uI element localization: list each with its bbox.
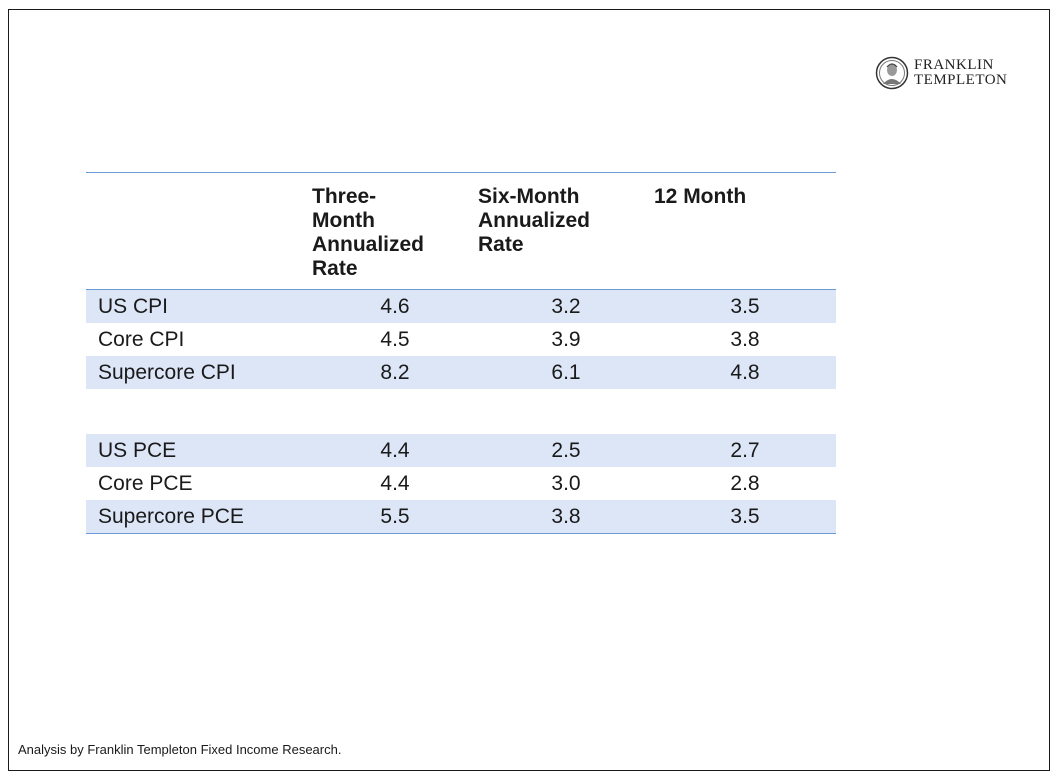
cell-three-month: 5.5: [312, 500, 478, 534]
table-row: US CPI 4.6 3.2 3.5: [86, 289, 836, 323]
table-header-row: Three- Month Annualized Rate Six-Month Annua…: [86, 172, 836, 290]
cell-six-month: 3.9: [551, 327, 581, 351]
header-twelve-month: 12 Month: [654, 172, 836, 290]
franklin-portrait-seal-icon: [875, 56, 909, 90]
row-label: Supercore CPI: [86, 356, 312, 389]
row-label: US CPI: [86, 289, 312, 323]
slide: FRANKLIN TEMPLETON Three- Month Annualized…: [8, 9, 1050, 771]
cell-three-month: 4.4: [312, 434, 478, 467]
cell-six-month: 6.1: [478, 356, 654, 389]
table-row: Supercore PCE 5.5 3.8 3.5: [86, 500, 836, 534]
source-footnote: Analysis by Franklin Templeton Fixed Inc…: [18, 742, 342, 757]
table-row: US PCE 4.4 2.5 2.7: [86, 434, 836, 467]
cell-three-month: 4.6: [312, 289, 478, 323]
table-row: Core PCE 4.4 3.0 2.8: [86, 467, 836, 500]
row-label: Core CPI: [98, 327, 185, 351]
cell-three-month: 8.2: [312, 356, 478, 389]
cell-three-month: 4.5: [380, 327, 410, 351]
header-six-month: Six-Month Annualized Rate: [478, 172, 654, 290]
table-spacer-row: [86, 389, 836, 434]
row-label: Core PCE: [98, 471, 193, 495]
cell-six-month: 2.5: [478, 434, 654, 467]
row-label: US PCE: [86, 434, 312, 467]
brand-line-2: TEMPLETON: [914, 72, 1008, 88]
cell-twelve-month: 3.8: [730, 327, 760, 351]
brand-line-1: FRANKLIN: [914, 57, 994, 73]
cell-twelve-month: 3.5: [654, 500, 836, 534]
cell-six-month: 3.2: [478, 289, 654, 323]
cell-twelve-month: 4.8: [654, 356, 836, 389]
header-three-month: Three- Month Annualized Rate: [312, 172, 478, 290]
cell-three-month: 4.4: [380, 471, 410, 495]
header-blank: [86, 172, 312, 290]
cell-twelve-month: 3.5: [654, 289, 836, 323]
cell-twelve-month: 2.8: [730, 471, 760, 495]
row-label: Supercore PCE: [86, 500, 312, 534]
table-row: Core CPI 4.5 3.9 3.8: [86, 323, 836, 356]
table-row: Supercore CPI 8.2 6.1 4.8: [86, 356, 836, 389]
franklin-templeton-logo: FRANKLIN TEMPLETON: [875, 56, 1007, 90]
cell-six-month: 3.8: [478, 500, 654, 534]
cell-twelve-month: 2.7: [654, 434, 836, 467]
cell-six-month: 3.0: [551, 471, 581, 495]
inflation-rates-table: Three- Month Annualized Rate Six-Month Annua…: [86, 172, 836, 534]
